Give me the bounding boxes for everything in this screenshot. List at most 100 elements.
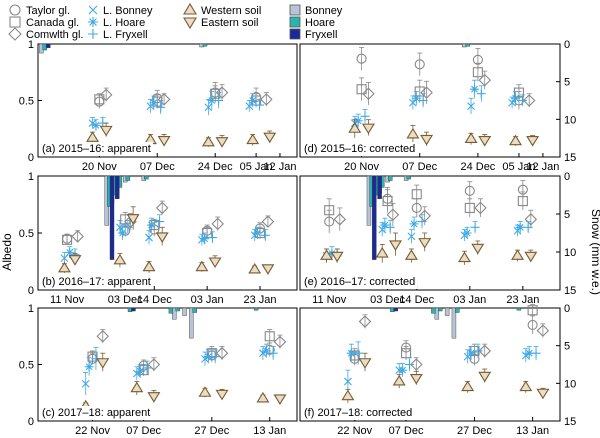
point-triangle-down xyxy=(420,134,434,146)
point-diamond xyxy=(155,201,169,215)
point-triangle-up xyxy=(458,251,471,263)
snow-tick-label: 10 xyxy=(564,247,576,259)
point-diamond xyxy=(536,324,550,337)
point-star xyxy=(84,362,94,372)
point-diamond xyxy=(157,93,171,106)
x-tick-label: 11 Nov xyxy=(312,294,347,306)
point-diamond xyxy=(215,346,229,360)
point-x xyxy=(508,98,516,107)
point-triangle-down xyxy=(536,388,550,400)
snow-bar-bonney xyxy=(434,307,440,320)
legend-marker-diamond xyxy=(8,27,22,41)
point-diamond xyxy=(71,230,84,243)
point-star xyxy=(353,116,363,126)
point-diamond xyxy=(211,217,224,231)
snow-bar-hoare xyxy=(465,43,470,47)
point-triangle-down xyxy=(471,243,485,255)
point-diamond xyxy=(478,344,492,358)
point-triangle-down xyxy=(157,136,171,147)
x-tick-label: 14 Dec xyxy=(399,294,434,306)
point-star xyxy=(411,93,421,103)
snow-bar-fryxell xyxy=(109,175,115,260)
point-triangle-down xyxy=(358,358,372,369)
point-circle xyxy=(464,185,475,196)
panel-frame xyxy=(299,307,561,422)
point-star xyxy=(91,120,101,130)
point-star xyxy=(462,228,472,238)
point-diamond xyxy=(99,88,113,102)
x-tick-label: 12 Jan xyxy=(526,161,559,173)
point-triangle-up xyxy=(113,253,127,265)
point-triangle-up xyxy=(348,122,362,133)
point-plus xyxy=(404,360,414,369)
legend-swatch-fryxell xyxy=(289,28,301,40)
point-x xyxy=(81,379,90,388)
point-triangle-down xyxy=(263,132,277,144)
point-triangle-down xyxy=(261,264,275,275)
point-star xyxy=(252,228,262,238)
point-square xyxy=(517,196,528,207)
snow-tick-label: 5 xyxy=(564,77,570,89)
snow-bar-fryxell xyxy=(372,175,377,260)
x-tick-label: 12 Jan xyxy=(263,161,296,173)
panel-label: (a) 2015–16: apparent xyxy=(42,143,151,155)
legend-marker-triangle-up xyxy=(183,2,197,15)
point-plus xyxy=(476,89,486,99)
x-tick-label: 24 Dec xyxy=(460,161,495,173)
snow-bar-hoare xyxy=(168,307,174,314)
panel-c: 0 0.5 1 22 Nov 07 Dec 27 Dec 13 Jan (c) 2017–18… xyxy=(19,303,298,437)
point-diamond xyxy=(358,315,372,328)
point-square xyxy=(401,348,412,359)
point-triangle-up xyxy=(86,131,100,142)
point-circle xyxy=(527,319,538,331)
point-triangle-down xyxy=(524,251,538,263)
snow-bar-fryxell xyxy=(377,175,382,199)
point-triangle-down xyxy=(208,257,222,269)
albedo-axis-label: Albedo xyxy=(0,233,14,271)
point-square xyxy=(513,87,524,98)
snow-bar-fryxell xyxy=(393,307,398,312)
point-plus xyxy=(214,96,224,105)
point-square xyxy=(349,350,360,361)
x-tick-label: 03 Dec xyxy=(370,294,405,306)
point-triangle-up xyxy=(375,246,389,258)
legend-label: L. Hoare xyxy=(103,17,145,29)
x-tick-label: 14 Dec xyxy=(137,294,172,306)
point-diamond xyxy=(522,94,536,107)
albedo-tick-label: 0.5 xyxy=(19,360,34,372)
point-square xyxy=(527,305,538,316)
point-x xyxy=(409,98,417,107)
point-diamond xyxy=(474,201,487,215)
point-plus xyxy=(417,217,427,227)
point-x xyxy=(344,377,352,386)
panel-f: 0 5 10 15 22 Nov 07 Dec 27 Dec 13 Jan (f) 2017–1… xyxy=(299,303,576,437)
point-triangle-down xyxy=(155,232,169,243)
x-tick-label: 23 Jan xyxy=(506,294,539,306)
point-triangle-up xyxy=(201,135,215,147)
albedo-tick-label: 1 xyxy=(28,303,34,315)
point-diamond xyxy=(260,93,273,106)
point-star xyxy=(149,98,159,108)
point-star xyxy=(469,84,479,94)
x-tick-label: 07 Dec xyxy=(402,161,437,173)
point-triangle-up xyxy=(130,381,144,393)
legend-label: Comwlth gl. xyxy=(26,29,83,41)
x-tick-label: 03 Jan xyxy=(191,294,224,306)
point-square xyxy=(356,84,367,95)
x-tick-label: 27 Dec xyxy=(457,425,492,437)
legend-label: Bonney xyxy=(305,5,343,17)
snow-bar-hoare xyxy=(253,307,259,311)
snow-bar-fryxell xyxy=(115,175,120,199)
point-triangle-up xyxy=(509,134,523,146)
snow-tick-label: 15 xyxy=(564,285,576,297)
point-triangle-down xyxy=(273,394,287,405)
point-triangle-up xyxy=(246,133,260,145)
point-triangle-down xyxy=(389,240,402,251)
snow-bar-fryxell xyxy=(46,43,51,48)
legend-marker-x xyxy=(88,5,98,15)
